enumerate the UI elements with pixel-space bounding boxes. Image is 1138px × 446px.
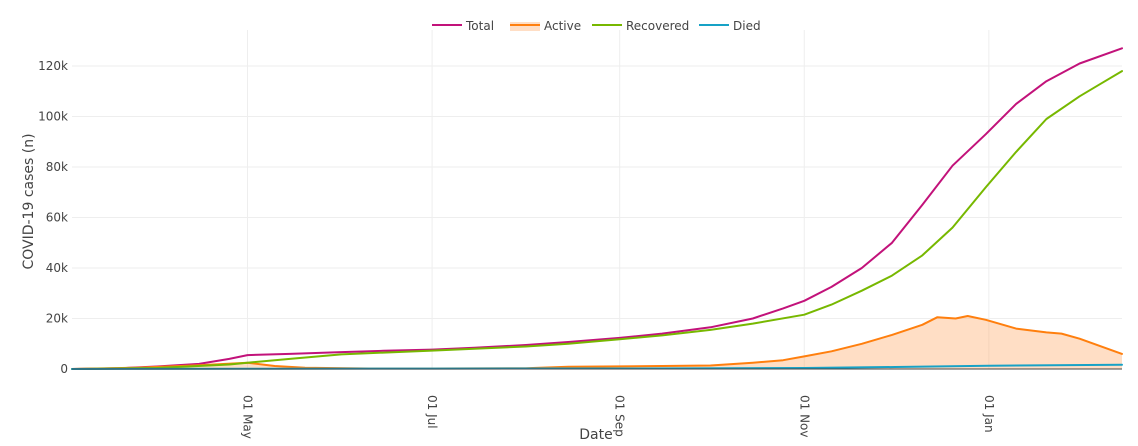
x-tick-label: 01 Jul bbox=[425, 395, 439, 429]
x-tick-label: 01 Jan bbox=[982, 395, 996, 433]
x-tick-label: 01 Nov bbox=[797, 395, 811, 438]
y-tick-label: 40k bbox=[46, 261, 68, 275]
active-area bbox=[72, 316, 1122, 369]
legend-label: Active bbox=[544, 19, 581, 33]
legend-item-total[interactable]: Total bbox=[432, 19, 494, 33]
y-tick-label: 120k bbox=[38, 59, 68, 73]
y-axis: 0 20k 40k 60k 80k 100k 120k bbox=[38, 59, 68, 376]
legend[interactable]: Total Active Recovered Died bbox=[432, 19, 761, 33]
legend-item-active[interactable]: Active bbox=[510, 19, 581, 33]
y-axis-title: COVID-19 cases (n) bbox=[21, 133, 37, 269]
legend-item-recovered[interactable]: Recovered bbox=[592, 19, 689, 33]
active-line[interactable] bbox=[71, 315, 1123, 370]
x-tick-label: 01 Sep bbox=[613, 395, 627, 437]
legend-swatch-fill bbox=[510, 22, 540, 31]
grid bbox=[72, 30, 1122, 369]
legend-label: Died bbox=[733, 19, 761, 33]
x-tick-label: 01 May bbox=[241, 395, 255, 439]
y-tick-label: 80k bbox=[46, 160, 68, 174]
recovered-line[interactable] bbox=[71, 70, 1123, 370]
legend-label: Total bbox=[465, 19, 494, 33]
legend-item-died[interactable]: Died bbox=[699, 19, 761, 33]
total-line[interactable] bbox=[71, 47, 1123, 370]
legend-label: Recovered bbox=[626, 19, 689, 33]
x-axis-title: Date bbox=[579, 427, 612, 443]
y-tick-label: 0 bbox=[60, 362, 68, 376]
series-layer bbox=[71, 47, 1123, 370]
y-tick-label: 60k bbox=[46, 211, 68, 225]
y-tick-label: 100k bbox=[38, 110, 68, 124]
x-axis: 01 May 01 Jul 01 Sep 01 Nov 01 Jan bbox=[241, 395, 996, 439]
y-tick-label: 20k bbox=[46, 312, 68, 326]
